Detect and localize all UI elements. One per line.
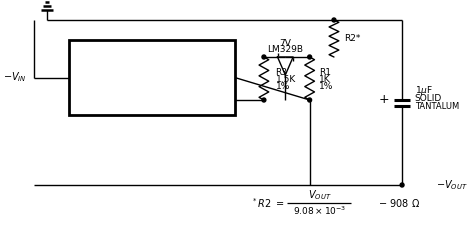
Circle shape (399, 183, 403, 187)
Text: 1K: 1K (319, 75, 330, 84)
Text: +: + (378, 93, 388, 106)
Text: $-\ 908\ \Omega$: $-\ 908\ \Omega$ (377, 197, 419, 209)
Text: SOLID: SOLID (414, 94, 441, 103)
Text: 1$\mu$F: 1$\mu$F (414, 84, 432, 97)
Circle shape (307, 55, 311, 59)
Text: TANTALUM: TANTALUM (414, 102, 458, 111)
Text: $-V_{IN}$: $-V_{IN}$ (3, 71, 27, 84)
Text: 1.5K: 1.5K (275, 75, 295, 84)
Circle shape (307, 98, 311, 102)
Text: R1: R1 (319, 68, 331, 77)
Circle shape (261, 98, 265, 102)
Bar (69, 40, 234, 115)
Text: $9.08\times10^{-3}$: $9.08\times10^{-3}$ (292, 205, 346, 217)
Text: R3: R3 (275, 68, 287, 77)
Circle shape (261, 55, 265, 59)
Circle shape (331, 18, 335, 22)
Text: $V_{OUT}$: $V_{OUT}$ (205, 71, 228, 84)
Text: 1%: 1% (319, 82, 333, 91)
Text: 7V: 7V (279, 38, 291, 47)
Text: $V_{OUT}$: $V_{OUT}$ (307, 188, 330, 202)
Text: $V_{IN}$: $V_{IN}$ (77, 71, 92, 84)
Text: 1%: 1% (275, 82, 289, 91)
Text: ADJ: ADJ (143, 46, 160, 56)
Text: $^*R2\ =$: $^*R2\ =$ (251, 196, 284, 210)
Text: LM329B: LM329B (267, 45, 303, 54)
Text: SG337A: SG337A (121, 70, 182, 85)
Text: R2*: R2* (343, 34, 359, 43)
Polygon shape (277, 57, 292, 75)
Text: $-V_{OUT}$: $-V_{OUT}$ (435, 178, 467, 192)
